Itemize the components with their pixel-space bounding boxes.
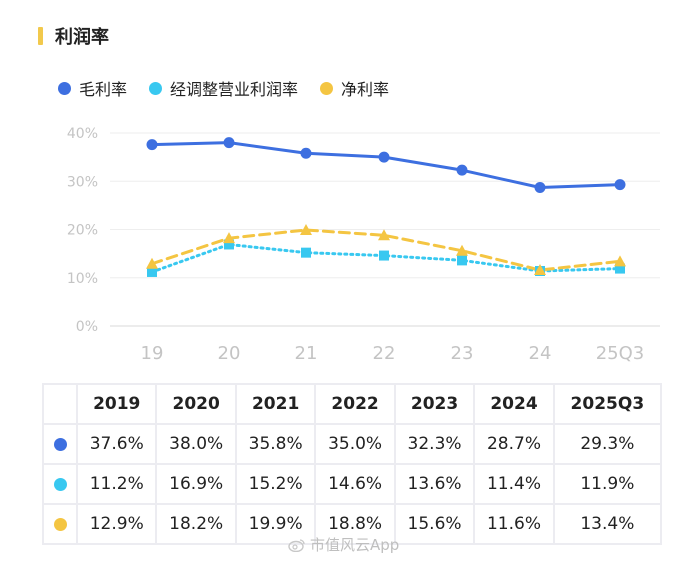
- table-cell: 14.6%: [314, 463, 396, 505]
- data-point: [379, 250, 389, 261]
- title-accent-bar: [38, 27, 43, 45]
- table-cell: 32.3%: [393, 423, 476, 465]
- table-header-cell: 2022: [314, 383, 396, 425]
- legend-dot-icon: [149, 81, 163, 95]
- legend-item-adjusted-operating-margin[interactable]: 经调整营业利润率: [149, 76, 298, 100]
- data-point: [378, 151, 390, 163]
- table-cell: 19.9%: [234, 503, 317, 545]
- data-point: [223, 232, 235, 244]
- legend-item-gross-margin[interactable]: 毛利率: [58, 76, 127, 100]
- page-title: 利润率: [55, 27, 109, 48]
- table-cell: 15.6%: [393, 503, 476, 545]
- y-tick-label: 0%: [76, 319, 98, 335]
- row-marker: [42, 503, 78, 545]
- legend-dot-icon: [320, 81, 334, 95]
- x-tick-label: 23: [451, 343, 474, 364]
- table-cell: 18.8%: [314, 503, 396, 545]
- x-tick-label: 21: [295, 343, 318, 364]
- y-tick-label: 30%: [67, 174, 98, 190]
- data-point: [456, 164, 468, 176]
- data-point: [146, 139, 158, 151]
- legend-item-net-margin[interactable]: 净利率: [320, 76, 389, 100]
- data-point: [456, 244, 468, 256]
- data-point: [534, 182, 546, 194]
- y-tick-label: 20%: [67, 223, 98, 239]
- x-tick-label: 19: [141, 343, 164, 364]
- legend-label: 净利率: [341, 80, 390, 99]
- table-cell: 11.9%: [552, 463, 663, 505]
- table-row-net-margin: 12.9% 18.2% 19.9% 18.8% 15.6% 11.6% 13.4…: [42, 503, 663, 545]
- data-point: [300, 223, 312, 235]
- weibo-icon: [288, 538, 305, 552]
- watermark: 市值风云App: [288, 534, 399, 555]
- x-tick-label: 20: [218, 343, 241, 364]
- y-tick-label: 40%: [67, 126, 98, 142]
- chart-legend: 毛利率 经调整营业利润率 净利率: [58, 76, 411, 100]
- section-header: 利润率: [38, 24, 109, 48]
- table-cell: 37.6%: [75, 423, 158, 465]
- table-row-gross-margin: 37.6% 38.0% 35.8% 35.0% 32.3% 28.7% 29.3…: [42, 423, 663, 465]
- table-cell: 29.3%: [552, 423, 663, 465]
- table-cell: 15.2%: [234, 463, 317, 505]
- table-cell: 13.4%: [552, 503, 663, 545]
- table-cell: 28.7%: [473, 423, 555, 465]
- table-header-cell: 2020: [155, 383, 237, 425]
- x-tick-label: 22: [373, 343, 396, 364]
- table-header-cell: 2019: [75, 383, 158, 425]
- row-dot-icon: [53, 437, 67, 451]
- data-table: 2019 2020 2021 2022 2023 2024 2025Q3 37.…: [42, 383, 663, 545]
- data-point: [614, 255, 626, 267]
- table-cell: 12.9%: [75, 503, 158, 545]
- table-header-cell: 2021: [234, 383, 317, 425]
- data-point: [224, 239, 234, 250]
- data-point: [146, 257, 158, 269]
- data-point: [300, 147, 312, 159]
- y-tick-label: 10%: [67, 271, 98, 287]
- watermark-text: 市值风云App: [310, 536, 400, 554]
- data-point: [378, 229, 390, 241]
- table-header-row: 2019 2020 2021 2022 2023 2024 2025Q3: [42, 383, 663, 425]
- data-point: [614, 179, 626, 191]
- row-marker: [42, 463, 78, 505]
- table-cell: 35.8%: [234, 423, 317, 465]
- data-point: [534, 264, 546, 276]
- x-tick-label: 25Q3: [596, 343, 645, 364]
- data-point: [147, 266, 157, 277]
- table-cell: 11.2%: [75, 463, 158, 505]
- data-point: [615, 263, 625, 274]
- data-point: [457, 255, 467, 266]
- table-cell: 38.0%: [155, 423, 237, 465]
- row-dot-icon: [53, 517, 67, 531]
- legend-label: 毛利率: [79, 80, 128, 99]
- table-cell: 13.6%: [393, 463, 476, 505]
- table-cell: 35.0%: [314, 423, 396, 465]
- data-point: [301, 247, 311, 258]
- row-marker: [42, 423, 78, 465]
- table-header-cell: 2025Q3: [552, 383, 663, 425]
- table-cell: 11.4%: [473, 463, 555, 505]
- table-header-cell: 2023: [393, 383, 476, 425]
- data-point: [223, 137, 235, 149]
- table-row-adjusted-operating-margin: 11.2% 16.9% 15.2% 14.6% 13.6% 11.4% 11.9…: [42, 463, 663, 505]
- table-cell: 11.6%: [473, 503, 555, 545]
- row-dot-icon: [53, 477, 67, 491]
- table-header-cell: 2024: [473, 383, 555, 425]
- legend-label: 经调整营业利润率: [170, 80, 299, 99]
- x-tick-label: 24: [529, 343, 552, 364]
- table-cell: 18.2%: [155, 503, 237, 545]
- legend-dot-icon: [58, 81, 71, 95]
- table-corner-cell: [42, 383, 78, 425]
- line-chart: 0% 10% 20% 30% 40% 19 20 21 22 23 24 25Q3: [67, 126, 660, 364]
- table-cell: 16.9%: [155, 463, 237, 505]
